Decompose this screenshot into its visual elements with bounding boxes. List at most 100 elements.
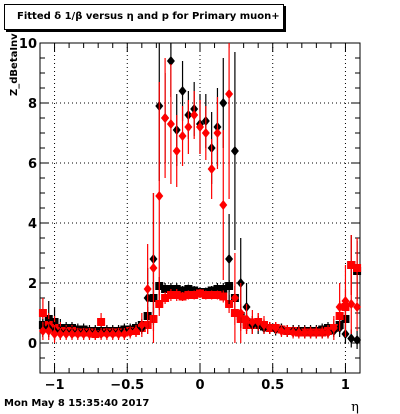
data-point-diamond xyxy=(166,56,175,66)
data-point-diamond xyxy=(225,89,234,99)
data-point-diamond xyxy=(97,329,106,339)
grid-lines xyxy=(40,42,360,373)
data-point-diamond xyxy=(353,335,362,345)
data-point-square xyxy=(184,291,193,299)
data-point-diamond xyxy=(353,302,362,312)
data-point-diamond xyxy=(137,320,146,330)
data-point-diamond xyxy=(265,323,274,333)
data-point-diamond xyxy=(149,263,158,273)
data-point-diamond xyxy=(294,327,303,338)
y-tick-label: 4 xyxy=(28,217,37,232)
data-point-diamond xyxy=(289,327,298,338)
data-point-diamond xyxy=(335,302,344,312)
data-point-diamond xyxy=(166,119,175,129)
data-point-diamond xyxy=(230,146,239,156)
data-point-diamond xyxy=(120,329,129,339)
data-point-diamond xyxy=(248,317,257,327)
data-point-diamond xyxy=(68,329,76,339)
data-point-diamond xyxy=(329,323,338,333)
data-point-square xyxy=(196,289,204,298)
data-point-square xyxy=(97,318,106,326)
data-point-square xyxy=(184,285,193,293)
data-point-diamond xyxy=(62,329,71,339)
data-point-diamond xyxy=(172,146,181,156)
data-point-diamond xyxy=(114,329,123,339)
data-point-diamond xyxy=(201,128,210,138)
data-point-diamond xyxy=(56,329,65,339)
y-tick-label: 0 xyxy=(28,337,37,352)
data-point-square xyxy=(213,291,222,299)
data-point-diamond xyxy=(318,327,327,338)
data-point-diamond xyxy=(155,191,164,201)
data-point-diamond xyxy=(271,323,280,333)
data-point-diamond xyxy=(85,329,94,339)
data-point-diamond xyxy=(219,200,228,210)
data-point-square xyxy=(38,309,47,317)
data-point-diamond xyxy=(236,308,245,318)
x-tick-label: −0.5 xyxy=(110,378,144,393)
x-tick-label: 0 xyxy=(195,378,204,393)
data-point-diamond xyxy=(190,110,199,120)
data-point-diamond xyxy=(312,327,321,338)
data-point-diamond xyxy=(108,329,117,339)
y-tick-label: 6 xyxy=(28,157,37,172)
data-point-diamond xyxy=(219,98,228,108)
data-point-diamond xyxy=(178,86,187,96)
data-point-diamond xyxy=(324,327,332,338)
data-point-diamond xyxy=(178,131,187,141)
data-point-square xyxy=(178,286,187,295)
x-tick-label: −1 xyxy=(45,378,65,393)
data-point-diamond xyxy=(126,327,135,338)
data-point-diamond xyxy=(143,284,152,294)
data-point-diamond xyxy=(44,326,53,336)
data-point-diamond xyxy=(225,254,234,264)
chart-marks xyxy=(38,43,362,349)
data-point-diamond xyxy=(79,329,88,339)
data-point-square xyxy=(201,291,210,299)
y-tick-label: 2 xyxy=(28,277,37,292)
data-point-diamond xyxy=(73,329,82,339)
data-point-square xyxy=(353,264,362,272)
data-point-diamond xyxy=(161,113,170,123)
data-point-square xyxy=(219,292,228,301)
data-point-square xyxy=(172,291,181,299)
data-point-diamond xyxy=(184,122,193,132)
data-point-diamond xyxy=(102,329,111,339)
data-point-diamond xyxy=(230,293,239,303)
data-point-square xyxy=(190,291,199,299)
data-point-diamond xyxy=(50,329,59,339)
data-point-square xyxy=(161,285,170,293)
x-axis-label: η xyxy=(351,400,359,414)
data-point-diamond xyxy=(207,164,216,174)
data-point-diamond xyxy=(341,296,350,306)
data-point-square xyxy=(347,261,356,269)
data-point-square xyxy=(178,292,187,301)
data-point-diamond xyxy=(254,317,263,327)
data-point-diamond xyxy=(347,333,356,344)
y-tick-label: 8 xyxy=(28,97,37,112)
data-point-diamond xyxy=(347,299,356,309)
data-point-square xyxy=(213,285,222,293)
chart-title: Fitted δ 1/β versus η and p for Primary … xyxy=(17,11,280,22)
data-point-diamond xyxy=(283,326,292,336)
data-point-diamond xyxy=(132,326,140,336)
data-point-diamond xyxy=(300,327,309,338)
data-point-diamond xyxy=(306,327,315,338)
y-tick-label: 10 xyxy=(19,37,37,52)
data-point-diamond xyxy=(213,128,222,138)
data-point-diamond xyxy=(260,320,268,330)
data-point-diamond xyxy=(38,326,47,336)
data-point-square xyxy=(166,291,175,299)
data-point-square xyxy=(219,285,228,293)
y-axis-label: Z_dBetaInv xyxy=(9,33,20,96)
data-point-diamond xyxy=(277,326,286,336)
x-tick-label: 1 xyxy=(341,378,350,393)
data-point-diamond xyxy=(91,329,100,339)
data-point-square xyxy=(161,294,170,302)
data-point-diamond xyxy=(242,314,251,324)
data-point-square xyxy=(207,291,216,299)
data-point-diamond xyxy=(196,122,204,132)
timestamp: Mon May 8 15:35:40 2017 xyxy=(4,398,150,409)
